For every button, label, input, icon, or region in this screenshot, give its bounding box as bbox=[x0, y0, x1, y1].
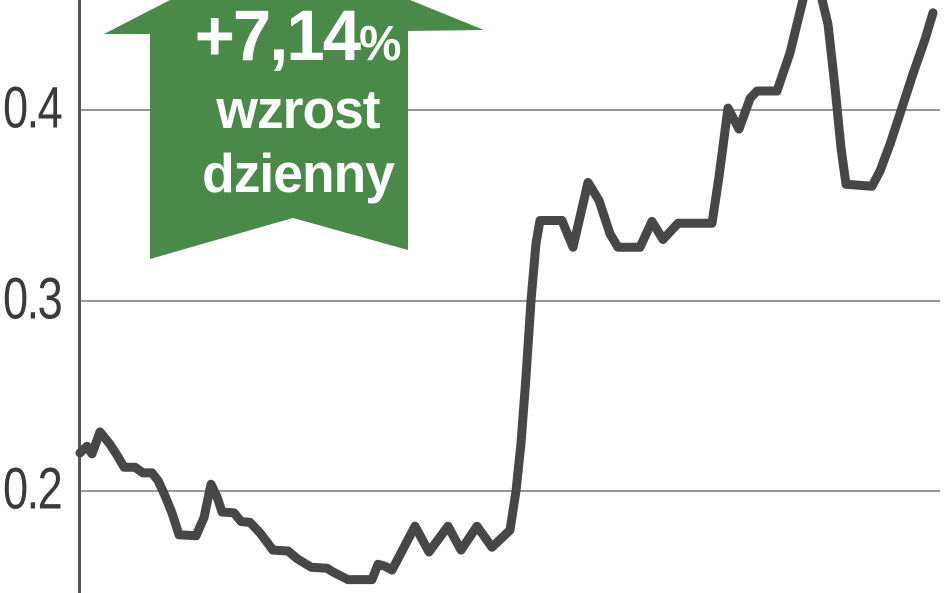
daily-change-value: +7,14% bbox=[194, 0, 402, 76]
y-tick-label-04: 0.4 bbox=[3, 75, 63, 141]
y-tick-label-02: 0.2 bbox=[3, 456, 63, 522]
up-arrow-badge-shape bbox=[104, 0, 484, 259]
y-tick-label-03: 0.3 bbox=[3, 266, 63, 332]
daily-change-badge: +7,14% wzrost dzienny bbox=[153, 0, 442, 205]
price-line bbox=[75, 0, 938, 585]
daily-change-label-line1: wzrost bbox=[216, 78, 380, 140]
percent-sign: % bbox=[359, 17, 402, 71]
daily-change-label-line2: dzienny bbox=[202, 142, 395, 204]
